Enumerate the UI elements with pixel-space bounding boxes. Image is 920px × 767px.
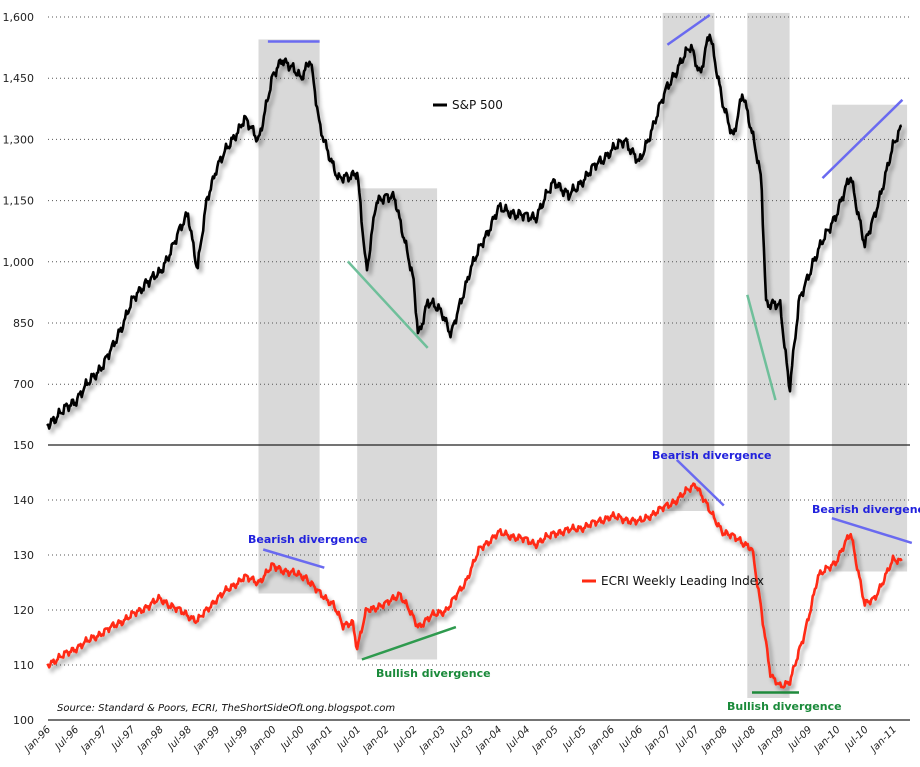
x-tick-label: Jan-00	[247, 724, 279, 756]
trendline-bottom-5	[831, 516, 913, 545]
y-tick-label-top: 700	[13, 378, 34, 391]
legend-sp500: S&P 500	[433, 98, 503, 112]
x-tick-label: Jan-02	[360, 724, 392, 756]
x-tick-label: Jan-01	[303, 724, 335, 756]
y-tick-label-top: 1,450	[3, 72, 35, 85]
x-tick-label: Jan-06	[585, 724, 617, 756]
x-tick-label: Jul-10	[842, 724, 871, 753]
trendline-top-3	[666, 13, 711, 46]
trendline-bottom-1	[262, 548, 325, 569]
x-tick-label: Jan-97	[78, 724, 110, 756]
x-tick-label: Jul-96	[52, 724, 81, 753]
y-tick-label-top: 1,300	[3, 133, 35, 146]
x-tick-label: Jan-09	[755, 724, 787, 756]
shaded-period-5	[831, 104, 908, 572]
y-tick-label-bottom: 110	[13, 659, 34, 672]
x-tick-label: Jul-09	[785, 724, 814, 753]
series-lines	[46, 33, 903, 689]
y-tick-label-bottom: 100	[13, 714, 34, 727]
y-tick-label-bottom: 140	[13, 494, 34, 507]
x-tick-label: Jul-05	[560, 724, 589, 753]
x-tick-label: Jan-05	[529, 724, 561, 756]
x-tick-label: Jan-04	[473, 724, 505, 756]
annotation-bullish-2002: Bullish divergence	[376, 667, 491, 680]
x-tick-label: Jan-99	[191, 724, 223, 756]
shaded-period-1	[258, 39, 320, 594]
x-tick-label: Jul-99	[221, 724, 250, 753]
shaded-period-2	[357, 188, 438, 660]
x-tick-label: Jul-08	[729, 724, 758, 753]
x-tick-label: Jan-03	[416, 724, 448, 756]
y-tick-label-top: 850	[13, 317, 34, 330]
source-note: Source: Standard & Poors, ECRI, TheShort…	[57, 703, 395, 714]
x-tick-label: Jul-03	[447, 724, 476, 753]
y-axis-ticks: 1,600 1,450 1,300 1,150 1,000 850 700 150 140 130…	[3, 11, 35, 727]
x-tick-label: Jul-98	[165, 724, 194, 753]
trendline-top-2	[346, 260, 429, 349]
x-tick-label: Jul-07	[672, 724, 702, 754]
annotation-bearish-2007: Bearish divergence	[652, 449, 772, 462]
y-tick-label-top: 1,000	[3, 256, 35, 269]
annotation-bearish-2000: Bearish divergence	[248, 533, 368, 546]
x-tick-label: Jan-98	[134, 724, 166, 756]
x-tick-label: Jan-11	[867, 724, 899, 756]
x-tick-label: Jul-04	[503, 724, 532, 753]
legend-ecri: ECRI Weekly Leading Index	[582, 574, 764, 588]
x-tick-label: Jan-10	[811, 724, 843, 756]
trendlines	[262, 13, 913, 694]
annotation-bearish-2010: Bearish divergence	[812, 503, 920, 516]
annotation-bullish-2009: Bullish divergence	[727, 700, 842, 713]
x-tick-label: Jan-96	[21, 724, 53, 756]
x-tick-label: Jul-01	[334, 724, 363, 753]
trendline-bottom-3	[675, 458, 725, 507]
x-tick-label: Jan-07	[642, 724, 674, 756]
legend-label-ecri: ECRI Weekly Leading Index	[601, 574, 764, 588]
x-tick-label: Jul-00	[278, 724, 307, 753]
gridlines	[48, 16, 910, 721]
shaded-periods	[258, 12, 908, 699]
y-tick-label-bottom: 130	[13, 549, 34, 562]
series-line-sp500	[46, 33, 903, 430]
trendline-top-5	[821, 98, 904, 180]
x-tick-label: Jul-97	[108, 724, 138, 754]
trendline-top-4	[746, 294, 777, 401]
x-tick-label: Jan-08	[698, 724, 730, 756]
x-tick-label: Jul-02	[390, 724, 419, 753]
legend-label-sp500: S&P 500	[452, 98, 503, 112]
y-tick-label-top: 1,150	[3, 195, 35, 208]
y-tick-label-top: 1,600	[3, 11, 35, 24]
trendline-bottom-2	[361, 625, 457, 661]
x-tick-label: Jul-06	[616, 724, 645, 753]
series-line-ecri	[46, 482, 903, 689]
shaded-period-4	[747, 12, 790, 699]
y-tick-label-bottom: 150	[13, 439, 34, 452]
y-tick-label-bottom: 120	[13, 604, 34, 617]
